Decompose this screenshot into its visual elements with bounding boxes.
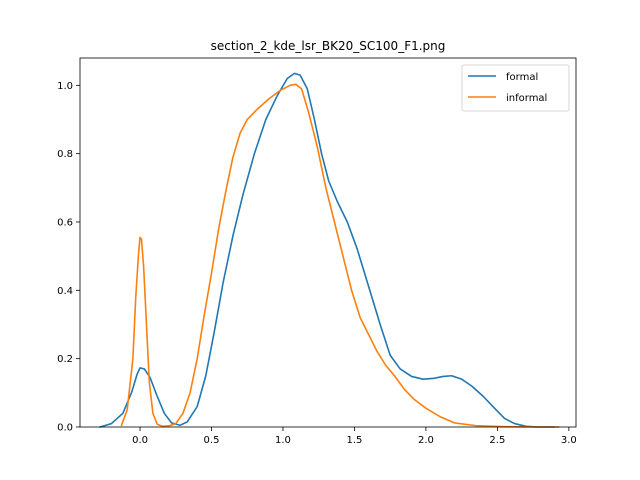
axes-frame bbox=[79, 57, 577, 428]
plot-area bbox=[99, 72, 560, 428]
y-tick-label: 0.8 bbox=[57, 149, 73, 160]
y-tick-label: 0.4 bbox=[57, 286, 73, 297]
x-tick-label: 2.5 bbox=[489, 435, 505, 446]
x-tick-label: 1.5 bbox=[346, 435, 362, 446]
x-tick-label: 1.0 bbox=[275, 435, 291, 446]
y-axis: 0.0 0.2 0.4 0.6 0.8 1.0 bbox=[57, 81, 80, 434]
series-line-informal bbox=[120, 83, 560, 428]
y-tick-label: 0.0 bbox=[57, 423, 73, 434]
y-tick-label: 0.6 bbox=[57, 218, 73, 229]
legend-label-informal: informal bbox=[506, 93, 547, 104]
legend: formal informal bbox=[461, 64, 570, 112]
x-tick-label: 0.5 bbox=[204, 435, 220, 446]
chart-title: section_2_kde_lsr_BK20_SC100_F1.png bbox=[211, 39, 446, 53]
x-tick-label: 3.0 bbox=[561, 435, 577, 446]
y-tick-label: 1.0 bbox=[57, 81, 73, 92]
y-tick-label: 0.2 bbox=[57, 354, 73, 365]
legend-label-formal: formal bbox=[506, 72, 538, 83]
x-axis: 0.0 0.5 1.0 1.5 2.0 2.5 3.0 bbox=[132, 427, 577, 446]
series-line-formal bbox=[99, 72, 556, 428]
x-tick-label: 0.0 bbox=[132, 435, 148, 446]
x-tick-label: 2.0 bbox=[418, 435, 434, 446]
